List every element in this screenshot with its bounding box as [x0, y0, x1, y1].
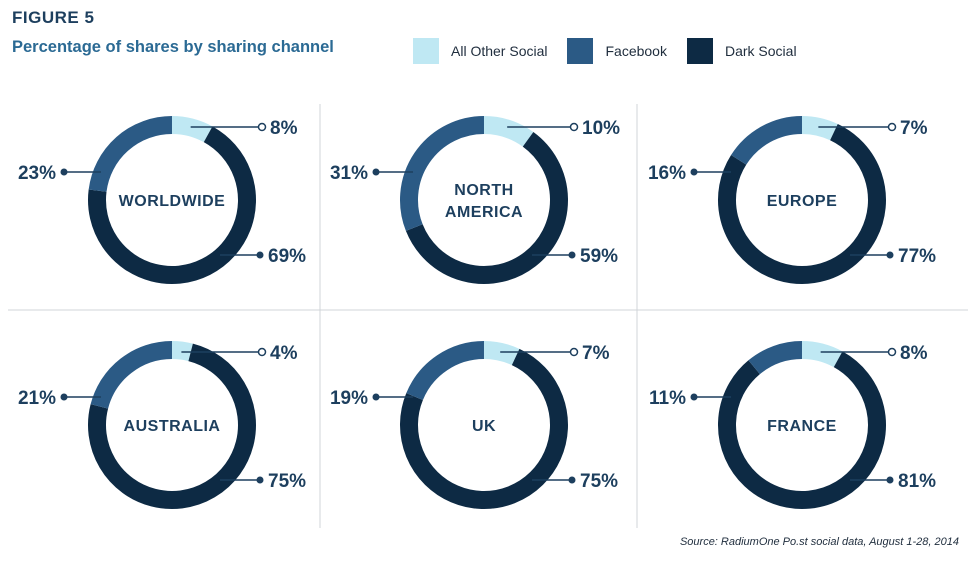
data-label-other: 10%: [582, 118, 620, 139]
legend-item-facebook: Facebook: [567, 38, 667, 64]
region-label: NORTH: [454, 182, 513, 199]
leader-dot-dark: [886, 476, 894, 484]
donut-slice-facebook: [88, 116, 173, 193]
region-label: AUSTRALIA: [124, 418, 221, 435]
donut-slice-dark: [718, 124, 886, 284]
donut-slice-dark: [88, 343, 256, 509]
legend-swatch-dark: [686, 38, 713, 64]
data-label-dark: 77%: [898, 246, 936, 267]
legend-swatch-facebook: [567, 38, 594, 64]
data-label-facebook: 11%: [649, 388, 686, 409]
data-label-dark: 69%: [268, 246, 306, 267]
data-label-dark: 81%: [898, 471, 936, 492]
region-label: UK: [472, 418, 496, 435]
leader-dot-dark: [886, 251, 894, 259]
data-label-facebook: 21%: [18, 388, 56, 409]
leader-dot-dark: [256, 251, 264, 259]
chart-title: Percentage of shares by sharing channel: [12, 38, 334, 56]
leader-dot-facebook: [60, 168, 68, 176]
donut-slice-other: [171, 116, 213, 143]
leader-dot-facebook: [372, 168, 380, 176]
data-label-dark: 75%: [580, 471, 618, 492]
source-note: Source: RadiumOne Po.st social data, Aug…: [679, 536, 959, 548]
donut-slice-other: [483, 341, 520, 366]
data-label-other: 8%: [270, 118, 298, 139]
data-label-facebook: 31%: [330, 163, 368, 184]
leader-dot-dark: [568, 251, 576, 259]
donut-slice-other: [801, 341, 843, 368]
region-label: WORLDWIDE: [119, 193, 226, 210]
data-label-other: 8%: [900, 343, 928, 364]
legend-item-other: All Other Social: [413, 38, 547, 64]
data-label-facebook: 16%: [648, 163, 686, 184]
donut-slice-facebook: [90, 341, 173, 409]
donut-slice-dark: [405, 132, 568, 284]
legend-label-dark: Dark Social: [724, 43, 797, 59]
legend-swatch-other: [413, 38, 439, 64]
leader-dot-other: [887, 347, 897, 357]
data-label-other: 7%: [900, 118, 928, 139]
region-label: AMERICA: [445, 204, 523, 221]
region-label: FRANCE: [767, 418, 837, 435]
leader-dot-other: [569, 122, 579, 132]
region-label: EUROPE: [767, 193, 838, 210]
leader-dot-dark: [568, 476, 576, 484]
leader-dot-other: [887, 122, 897, 132]
donut-slice-facebook: [400, 116, 485, 231]
donut-slice-facebook: [406, 341, 485, 401]
data-label-facebook: 23%: [18, 163, 56, 184]
leader-dot-other: [257, 347, 267, 357]
donut-slice-facebook: [731, 116, 803, 165]
leader-dot-facebook: [372, 393, 380, 401]
leader-dot-other: [569, 347, 579, 357]
legend-label-facebook: Facebook: [605, 43, 667, 59]
donut-slice-other: [483, 116, 534, 147]
legend-item-dark: Dark Social: [686, 38, 797, 64]
donut-slice-facebook: [748, 341, 803, 375]
donut-slice-dark: [88, 126, 256, 284]
data-label-facebook: 19%: [330, 388, 368, 409]
donut-slice-other: [801, 116, 838, 141]
data-label-other: 7%: [582, 343, 610, 364]
leader-dot-facebook: [690, 393, 698, 401]
legend-label-other: All Other Social: [451, 43, 548, 59]
leader-dot-facebook: [690, 168, 698, 176]
donut-slice-dark: [718, 351, 886, 509]
donut-slice-dark: [400, 348, 568, 509]
figure-label: FIGURE 5: [12, 8, 95, 27]
leader-dot-facebook: [60, 393, 68, 401]
data-label-other: 4%: [270, 343, 298, 364]
data-label-dark: 75%: [268, 471, 306, 492]
leader-dot-other: [257, 122, 267, 132]
legend: All Other Social Facebook Dark Social: [413, 38, 817, 64]
data-label-dark: 59%: [580, 246, 618, 267]
leader-dot-dark: [256, 476, 264, 484]
